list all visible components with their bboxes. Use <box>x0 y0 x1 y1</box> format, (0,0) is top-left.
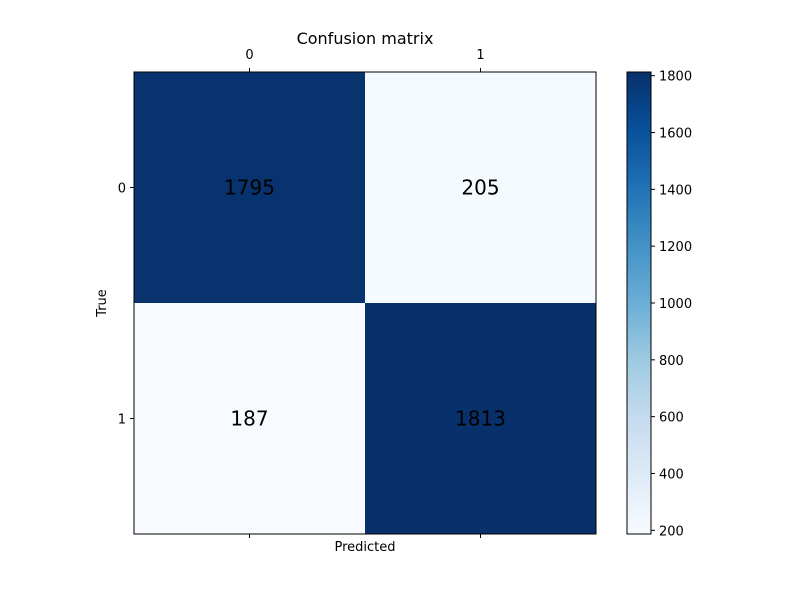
colorbar-tick-label-3: 800 <box>659 354 684 369</box>
cell-value-1-0: 187 <box>230 407 268 431</box>
colorbar-tick-label-4: 1000 <box>659 297 692 312</box>
colorbar-tick-label-7: 1600 <box>659 127 692 142</box>
colorbar <box>626 71 652 535</box>
cell-value-1-1: 1813 <box>455 407 506 431</box>
heatmap-cell-1-0 <box>134 303 365 534</box>
heatmap-cell-0-0 <box>134 72 365 303</box>
plot-frame <box>133 71 597 535</box>
colorbar-tick-label-5: 1200 <box>659 240 692 255</box>
x-axis-label: Predicted <box>334 540 395 555</box>
colorbar-tick-label-2: 600 <box>659 411 684 426</box>
colorbar-tick-label-8: 1800 <box>659 70 692 85</box>
chart-title: Confusion matrix <box>297 29 434 48</box>
y-tick-label-0: 0 <box>118 182 126 197</box>
colorbar-tick-label-6: 1400 <box>659 183 692 198</box>
y-tick-label-1: 1 <box>118 413 126 428</box>
cell-value-0-1: 205 <box>461 176 499 200</box>
colorbar-tick-label-1: 400 <box>659 467 684 482</box>
heatmap-cell-1-1 <box>365 303 596 534</box>
x-tick-label-0: 0 <box>245 48 253 63</box>
x-tick-label-1: 1 <box>476 48 484 63</box>
colorbar-tick-label-0: 200 <box>659 524 684 539</box>
cell-value-0-0: 1795 <box>224 176 275 200</box>
heatmap-cell-0-1 <box>365 72 596 303</box>
y-axis-label: True <box>95 289 110 318</box>
